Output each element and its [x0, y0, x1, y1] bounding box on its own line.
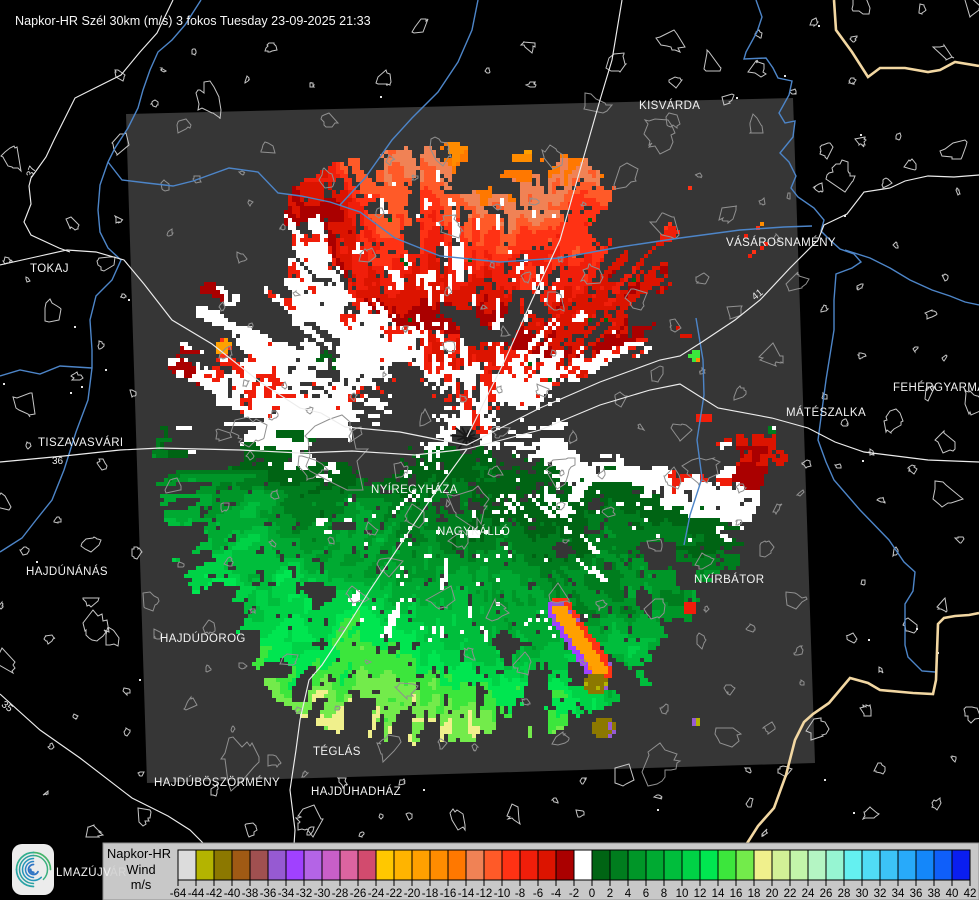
svg-text:NYÍRBÁTOR: NYÍRBÁTOR	[694, 573, 764, 586]
svg-text:-4: -4	[551, 888, 562, 900]
svg-text:28: 28	[838, 888, 851, 900]
svg-text:-40: -40	[224, 888, 241, 900]
svg-text:38: 38	[928, 888, 941, 900]
svg-text:-8: -8	[515, 888, 525, 900]
svg-text:HAJDÚDOROG: HAJDÚDOROG	[160, 632, 246, 645]
svg-text:-10: -10	[494, 888, 511, 900]
svg-text:32: 32	[874, 888, 887, 900]
svg-text:-42: -42	[206, 888, 223, 900]
svg-text:16: 16	[730, 888, 743, 900]
svg-text:HAJDÚBÖSZÖRMÉNY: HAJDÚBÖSZÖRMÉNY	[154, 776, 280, 789]
svg-text:MÁTÉSZALKA: MÁTÉSZALKA	[786, 406, 866, 419]
svg-text:-44: -44	[188, 888, 205, 900]
svg-text:-14: -14	[458, 888, 475, 900]
svg-text:0: 0	[589, 888, 595, 900]
svg-text:Napkor-HR Szél 30km (m/s) 3 fo: Napkor-HR Szél 30km (m/s) 3 fokos Tuesda…	[15, 14, 371, 28]
svg-text:26: 26	[820, 888, 833, 900]
svg-text:LMAZÚJV: LMAZÚJV	[56, 866, 111, 879]
svg-text:10: 10	[676, 888, 689, 900]
svg-text:-34: -34	[278, 888, 295, 900]
svg-text:36: 36	[910, 888, 923, 900]
svg-text:4: 4	[625, 888, 632, 900]
svg-text:-18: -18	[422, 888, 439, 900]
svg-text:ÁR: ÁR	[110, 866, 127, 879]
svg-text:14: 14	[712, 888, 725, 900]
svg-text:Wind: Wind	[126, 862, 155, 877]
svg-text:-20: -20	[404, 888, 421, 900]
svg-text:-38: -38	[242, 888, 259, 900]
svg-text:VÁSÁROSNAMÉNY: VÁSÁROSNAMÉNY	[726, 236, 836, 249]
svg-text:-24: -24	[368, 888, 385, 900]
svg-text:-26: -26	[350, 888, 367, 900]
svg-text:24: 24	[802, 888, 815, 900]
svg-text:-22: -22	[386, 888, 403, 900]
svg-text:TOKAJ: TOKAJ	[30, 263, 69, 275]
svg-text:NYÍREGYHÁZA: NYÍREGYHÁZA	[371, 483, 458, 496]
svg-text:22: 22	[784, 888, 797, 900]
svg-text:m/s: m/s	[131, 877, 152, 892]
svg-text:-16: -16	[440, 888, 457, 900]
svg-text:36: 36	[52, 456, 64, 467]
svg-text:-28: -28	[332, 888, 349, 900]
svg-text:-6: -6	[533, 888, 543, 900]
svg-text:42: 42	[964, 888, 977, 900]
svg-text:-36: -36	[260, 888, 277, 900]
svg-text:40: 40	[946, 888, 959, 900]
svg-text:Napkor-HR: Napkor-HR	[107, 846, 171, 861]
svg-text:12: 12	[694, 888, 707, 900]
svg-text:TÉGLÁS: TÉGLÁS	[313, 745, 361, 758]
svg-text:20: 20	[766, 888, 779, 900]
svg-text:2: 2	[607, 888, 613, 900]
svg-text:NAGYKÁLLÓ: NAGYKÁLLÓ	[437, 525, 510, 538]
svg-text:37: 37	[25, 164, 39, 179]
svg-text:30: 30	[856, 888, 869, 900]
svg-text:8: 8	[661, 888, 667, 900]
svg-text:KISVÁRDA: KISVÁRDA	[639, 99, 700, 112]
svg-text:18: 18	[748, 888, 761, 900]
svg-text:6: 6	[643, 888, 649, 900]
svg-text:HAJDÚNÁNÁS: HAJDÚNÁNÁS	[26, 565, 108, 578]
svg-text:-32: -32	[296, 888, 313, 900]
svg-text:-2: -2	[569, 888, 579, 900]
svg-text:34: 34	[892, 888, 905, 900]
svg-text:-30: -30	[314, 888, 331, 900]
svg-text:FEHÉRGYARMAT: FEHÉRGYARMAT	[893, 381, 979, 394]
svg-text:-12: -12	[476, 888, 493, 900]
svg-text:TISZAVASVÁRI: TISZAVASVÁRI	[38, 436, 124, 449]
svg-text:HAJDÚHADHÁZ: HAJDÚHADHÁZ	[311, 785, 401, 798]
svg-text:-64: -64	[170, 888, 187, 900]
